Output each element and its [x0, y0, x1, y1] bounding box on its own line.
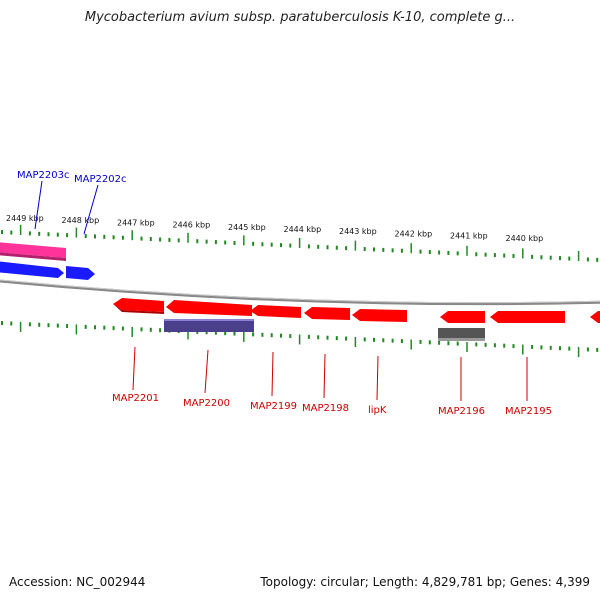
gene-label-lipK[interactable]: lipK: [368, 405, 387, 416]
ruler-label: 2448 kbp: [62, 216, 100, 225]
gene-MAP2203c-feature[interactable]: [0, 242, 66, 258]
grey-feature-highlight: [438, 338, 485, 341]
gene-label-MAP2199[interactable]: MAP2199: [250, 401, 297, 412]
gene-label-MAP2196[interactable]: MAP2196: [438, 406, 485, 417]
gene-lipK-feature[interactable]: [352, 309, 407, 322]
ruler-label: 2440 kbp: [506, 234, 544, 243]
gene-MAP2201-feature[interactable]: [113, 298, 164, 312]
label-leader-lines: [34, 180, 528, 401]
map-title: Mycobacterium avium subsp. paratuberculo…: [84, 10, 516, 25]
ruler-label: 2441 kbp: [450, 232, 488, 241]
grey-feature[interactable]: [438, 328, 485, 341]
ruler-label: 2449 kbp: [6, 214, 44, 223]
genome-backbone-highlight: [0, 279, 600, 304]
gene-label-MAP2202c[interactable]: MAP2202c: [74, 174, 126, 185]
gene-label-MAP2203c[interactable]: MAP2203c: [17, 170, 69, 181]
purple-feature-highlight: [164, 319, 254, 321]
ruler-label: 2444 kbp: [284, 225, 322, 234]
gene-MAP2203c-feature-shade: [0, 252, 66, 261]
reverse-strand-features: [113, 298, 600, 323]
accession-text: Accession: NC_002944: [9, 575, 146, 589]
genome-backbone: [0, 279, 600, 306]
gene-MAP2196-feature[interactable]: [440, 311, 485, 323]
ruler-labels: 2449 kbp 2448 kbp 2447 kbp 2446 kbp 2445 kbp…: [6, 214, 543, 243]
ruler-label: 2443 kbp: [339, 227, 377, 236]
inner-tick-ring: [1, 321, 599, 358]
genome-summary-text: Topology: circular; Length: 4,829,781 bp…: [260, 575, 590, 589]
gene-label-MAP2200[interactable]: MAP2200: [183, 398, 230, 409]
ruler-label: 2446 kbp: [173, 221, 211, 230]
outer-tick-ring: [1, 224, 599, 262]
purple-feature[interactable]: [164, 319, 254, 332]
reverse-features-shade: [113, 304, 164, 314]
gene-MAP2199-feature[interactable]: [250, 305, 301, 318]
leader-MAP2201: [132, 346, 136, 391]
ruler-label: 2447 kbp: [117, 218, 155, 227]
gene-MAP2202c-feature-a[interactable]: [0, 261, 64, 278]
gene-MAP2202c-feature-b[interactable]: [66, 266, 95, 280]
gene-labels: MAP2203c MAP2202c MAP2201 MAP2200 MAP219…: [17, 170, 552, 417]
gene-label-MAP2195[interactable]: MAP2195: [505, 406, 552, 417]
gene-MAP2198-feature[interactable]: [304, 307, 350, 320]
leader-MAP2200: [204, 349, 209, 394]
gene-MAP2195-feature[interactable]: [490, 311, 565, 323]
leader-MAP2202c: [83, 184, 99, 235]
gene-label-MAP2198[interactable]: MAP2198: [302, 403, 349, 414]
ruler-label: 2442 kbp: [395, 229, 433, 238]
gene-offscreen-feature[interactable]: [590, 311, 600, 323]
leader-MAP2203c: [34, 180, 43, 230]
gene-label-MAP2201[interactable]: MAP2201: [112, 393, 159, 404]
forward-strand-features: [0, 242, 95, 280]
ruler-label: 2445 kbp: [228, 223, 266, 232]
gene-MAP2200-feature[interactable]: [166, 300, 252, 316]
leader-MAP2198: [323, 353, 326, 399]
leader-MAP2199: [271, 351, 274, 397]
leader-lipK: [376, 355, 379, 401]
misc-features: [164, 319, 485, 341]
